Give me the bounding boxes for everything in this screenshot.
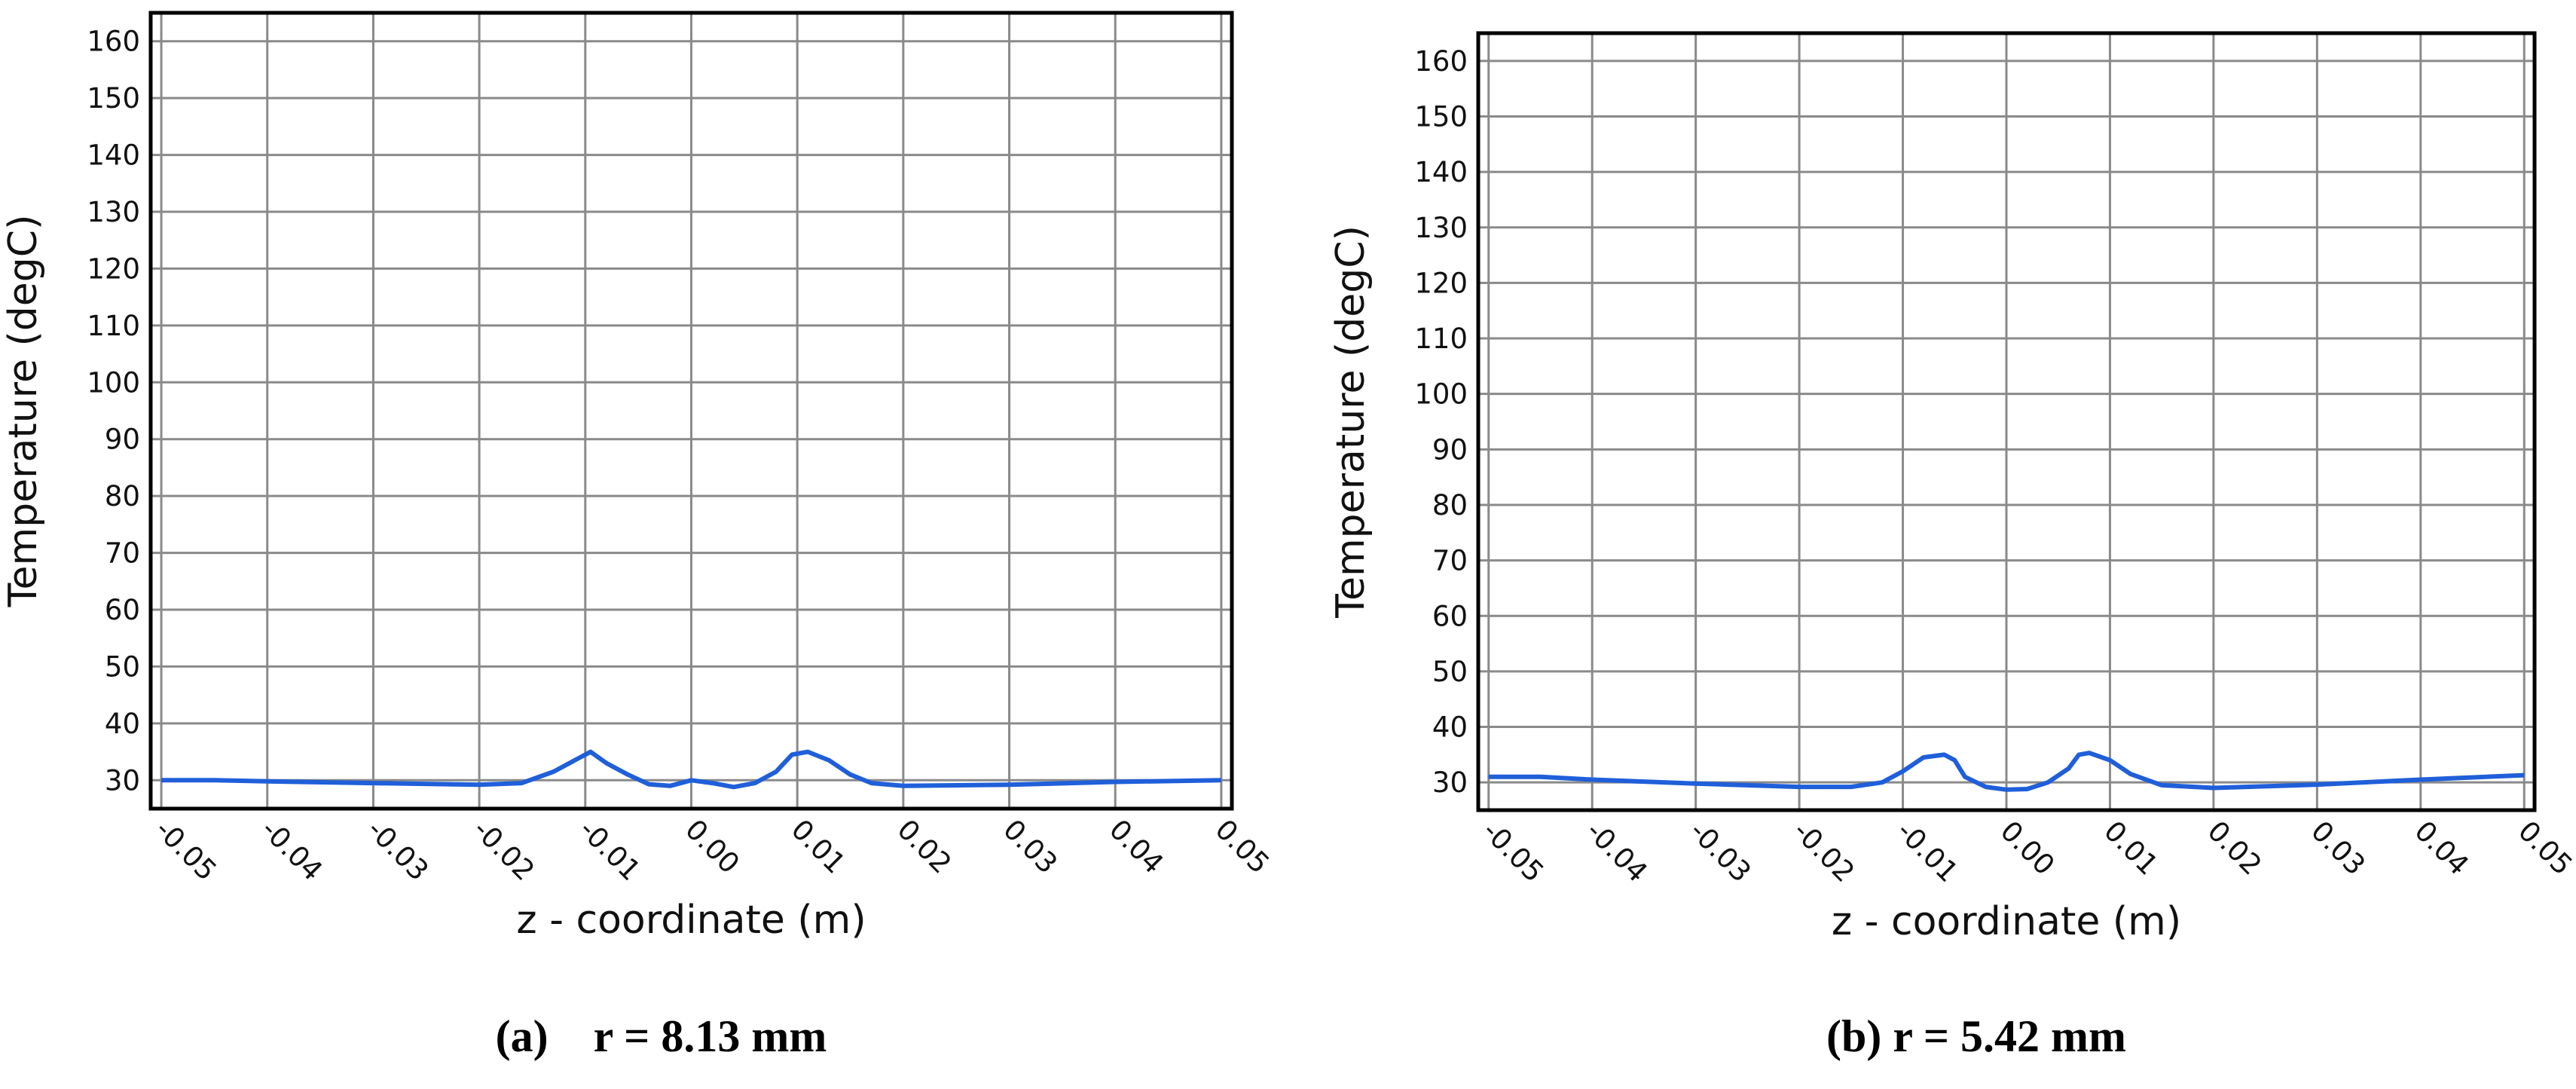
y-tick-label: 80	[105, 480, 140, 512]
x-tick-label: 0.02	[2202, 815, 2269, 882]
x-tick-label: 0.00	[1994, 815, 2061, 882]
y-tick-label: 150	[1414, 100, 1468, 133]
y-tick-label: 140	[1414, 156, 1468, 188]
x-tick-label: 0.04	[2408, 815, 2475, 882]
data-line	[1488, 751, 2525, 792]
caption: (b) r = 5.42 mm	[1826, 1011, 2126, 1061]
x-tick-label: 0.05	[2512, 815, 2576, 882]
x-tick-label: -0.04	[1580, 815, 1654, 889]
y-tick-label: 40	[1432, 711, 1468, 744]
y-tick-label: 90	[105, 424, 140, 456]
plot-frame	[1476, 31, 2537, 812]
x-tick-label: 0.03	[997, 813, 1064, 880]
y-tick-label: 30	[105, 764, 140, 797]
y-tick-label: 150	[87, 82, 140, 115]
y-tick-label: 160	[87, 26, 140, 58]
y-tick-label: 30	[1432, 766, 1468, 799]
x-tick-label: -0.04	[255, 813, 328, 887]
y-tick-label: 120	[87, 252, 140, 285]
x-tick-label: -0.03	[361, 813, 435, 887]
plot-frame	[148, 11, 1234, 811]
x-tick-label: -0.02	[467, 813, 541, 887]
y-tick-label: 80	[1432, 489, 1468, 522]
x-tick-label: -0.02	[1787, 815, 1861, 889]
y-tick-label: 60	[1432, 600, 1468, 632]
x-tick-label: 0.01	[2098, 815, 2165, 882]
y-tick-label: 40	[105, 708, 140, 740]
x-tick-label: 0.02	[891, 813, 958, 880]
y-axis-title: Temperature (degC)	[1, 215, 46, 608]
x-axis-title: z - coordinate (m)	[516, 898, 866, 943]
y-tick-label: 60	[105, 594, 140, 626]
y-tick-label: 160	[1414, 45, 1468, 78]
caption: (a) r = 8.13 mm	[496, 1011, 827, 1061]
x-axis-title: z - coordinate (m)	[1832, 899, 2181, 944]
y-tick-label: 90	[1432, 433, 1468, 466]
y-tick-label: 110	[87, 310, 140, 342]
y-axis-title: Temperature (degC)	[1328, 225, 1374, 619]
y-tick-label: 130	[87, 196, 140, 228]
x-tick-label: 0.00	[679, 813, 746, 880]
y-tick-label: 50	[105, 650, 140, 683]
x-tick-label: -0.03	[1683, 815, 1757, 889]
y-tick-label: 100	[1414, 378, 1468, 411]
x-tick-label: 0.03	[2305, 815, 2372, 882]
y-tick-label: 140	[87, 139, 140, 172]
x-tick-label: -0.01	[573, 813, 646, 887]
x-tick-label: -0.05	[1476, 815, 1550, 889]
y-tick-label: 50	[1432, 656, 1468, 688]
y-tick-label: 70	[1432, 545, 1468, 577]
y-tick-label: 120	[1414, 267, 1468, 299]
x-tick-label: -0.01	[1890, 815, 1964, 889]
x-tick-label: 0.05	[1209, 813, 1276, 880]
data-line	[161, 749, 1221, 790]
x-tick-label: -0.05	[149, 813, 223, 887]
y-tick-label: 70	[105, 537, 140, 570]
y-tick-label: 100	[87, 366, 140, 399]
x-tick-label: 0.04	[1103, 813, 1170, 880]
x-tick-label: 0.01	[785, 813, 852, 880]
y-tick-label: 110	[1414, 323, 1468, 355]
y-tick-label: 130	[1414, 212, 1468, 244]
